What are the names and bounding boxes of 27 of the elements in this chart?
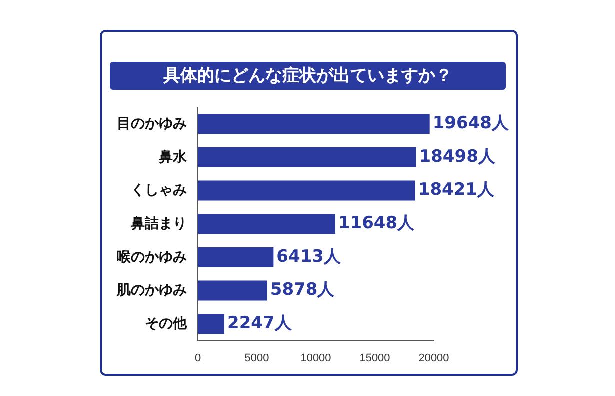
x-tick-label: 0 [194,352,202,364]
y-tick-label: 目のかゆみ [117,114,187,131]
chart-title: 具体的にどんな症状が出ていますか？ [110,62,506,90]
bar [198,214,336,234]
y-tick-label: 肌のかゆみ [116,282,187,298]
bar [198,247,274,268]
data-label: 5878人 [270,280,336,300]
y-tick-label: 鼻詰まり [130,214,187,231]
x-tick-label: 5000 [244,352,270,364]
y-tick-label: 鼻水 [158,148,188,164]
bar [198,280,268,301]
x-tick-label: 15000 [360,352,390,364]
data-label: 2247人 [228,314,293,334]
bar [198,314,225,334]
bar [198,180,416,201]
y-tick-label: 喉のかゆみ [117,248,187,264]
data-label: 18421人 [418,180,496,200]
x-tick-label: 20000 [418,352,450,364]
bar [198,147,416,168]
data-label: 6413人 [276,246,342,267]
data-label: 18498人 [419,146,496,167]
x-tick-label: 10000 [300,352,332,364]
data-label: 19648人 [432,113,510,134]
y-tick-label: くしゃみ [131,182,187,198]
data-label: 11648人 [338,214,416,234]
y-tick-label: その他 [145,314,188,331]
bar [198,114,430,134]
